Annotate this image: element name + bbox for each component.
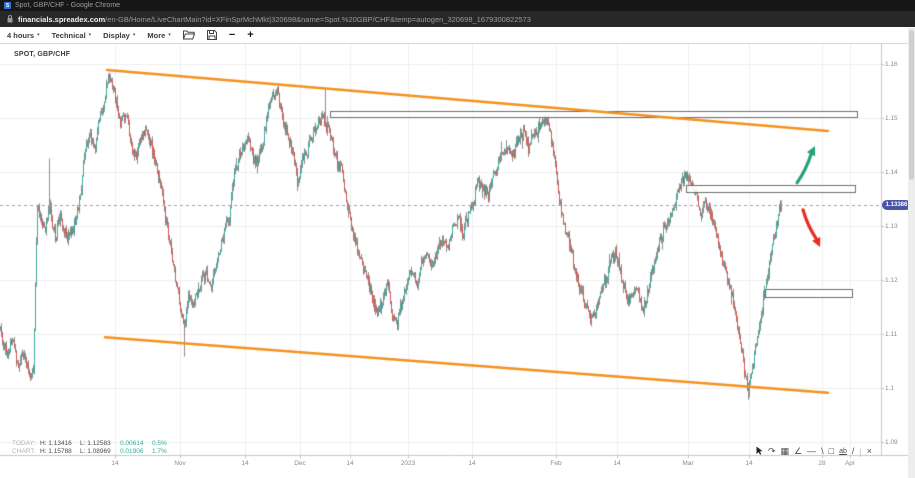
pointer-tool-icon[interactable] <box>756 446 763 457</box>
x-axis-label: 14 <box>241 460 249 467</box>
symbol-label: SPOT, GBP/CHF <box>14 51 71 58</box>
menu-4-hours[interactable]: 4 hours ▾ <box>7 30 40 40</box>
url-path: /en-GB/Home/LiveChartMain?id=XFinSprMchM… <box>105 14 531 24</box>
horizontal-line-tool-icon[interactable]: — <box>807 446 817 456</box>
drawing-toolbar: ↷ ▦ ∠ — \ □ ab / | × <box>756 446 872 457</box>
y-axis-label: 1.12 <box>885 276 898 284</box>
y-axis-label: 1.14 <box>885 168 898 176</box>
chevron-down-icon: ▾ <box>37 32 40 38</box>
chevron-down-icon: ▾ <box>88 32 92 38</box>
y-axis-label: 1.15 <box>885 114 898 122</box>
y-axis-label: 1.1 <box>885 384 895 392</box>
x-axis-label: 14 <box>346 460 354 467</box>
menu-more[interactable]: More ▾ <box>147 30 171 40</box>
current-price-badge: 1.13386 <box>882 200 911 211</box>
clear-tool-icon[interactable]: × <box>866 446 873 456</box>
legend-row: TODAY: H: 1.13416 L: 1.12583 0.00614 0.5% <box>12 440 167 447</box>
rectangle-tool-icon[interactable]: □ <box>828 446 835 456</box>
menu-technical[interactable]: Technical ▾ <box>51 30 92 40</box>
url-domain: financials.spreadex.com <box>18 14 106 24</box>
lock-icon <box>7 15 13 23</box>
open-folder-icon[interactable] <box>182 30 195 40</box>
angle-tool-icon[interactable]: ∠ <box>794 446 803 456</box>
x-axis-label: Dec <box>294 460 306 467</box>
chart-toolbar: 4 hours ▾ Technical ▾ Display ▾ More ▾ − + <box>0 27 915 44</box>
table-tool-icon[interactable]: ▦ <box>780 446 790 456</box>
scrollbar-track[interactable] <box>908 28 915 478</box>
text-tool-icon[interactable]: ab <box>839 448 847 455</box>
zoom-in-button[interactable]: + <box>247 28 254 41</box>
chevron-down-icon: ▾ <box>132 32 136 38</box>
chart-area: SPOT, GBP/CHF 1.16 1.15 1.14 1.13 1.12 1.11 1.… <box>0 44 915 478</box>
y-axis-label: 1.13 <box>885 222 898 230</box>
chevron-down-icon: ▾ <box>168 32 171 38</box>
x-axis-label: Feb <box>550 460 562 467</box>
y-axis-label: 1.09 <box>885 438 898 446</box>
x-axis-label: Mar <box>682 460 694 467</box>
ray-tool-icon[interactable]: / <box>851 446 855 456</box>
toolbar-divider: | <box>859 446 862 457</box>
spreadex-favicon: S <box>4 2 11 9</box>
window-title: Spot, GBP/CHF - Google Chrome <box>15 2 121 9</box>
legend-row: CHART: H: 1.15788 L: 1.08969 0.01906 1.7% <box>12 448 167 455</box>
y-axis-label: 1.16 <box>885 60 898 68</box>
save-icon[interactable] <box>206 30 217 40</box>
browser-urlbar[interactable]: financials.spreadex.com/en-GB/Home/LiveC… <box>0 11 915 27</box>
freehand-tool-icon[interactable]: ↷ <box>768 446 776 456</box>
x-axis-label: 14 <box>613 460 621 467</box>
x-axis-label: 14 <box>468 460 476 467</box>
chart-legend: TODAY: H: 1.13416 L: 1.12583 0.00614 0.5% CHA… <box>12 440 184 456</box>
x-axis-label: 2023 <box>400 460 416 467</box>
zoom-out-button[interactable]: − <box>228 28 236 41</box>
menu-display[interactable]: Display ▾ <box>103 30 136 40</box>
trend-line-tool-icon[interactable]: \ <box>821 446 824 456</box>
price-chart-canvas[interactable] <box>0 44 909 478</box>
x-axis-label: 14 <box>111 460 119 467</box>
browser-titlebar: S Spot, GBP/CHF - Google Chrome <box>0 0 915 11</box>
y-axis-label: 1.11 <box>885 330 898 338</box>
x-axis-label: 14 <box>745 460 753 467</box>
x-axis-label: Apr <box>844 460 856 467</box>
scrollbar-thumb[interactable] <box>909 30 914 180</box>
x-axis-label: 28 <box>818 460 826 467</box>
x-axis-label: Nov <box>174 460 186 467</box>
